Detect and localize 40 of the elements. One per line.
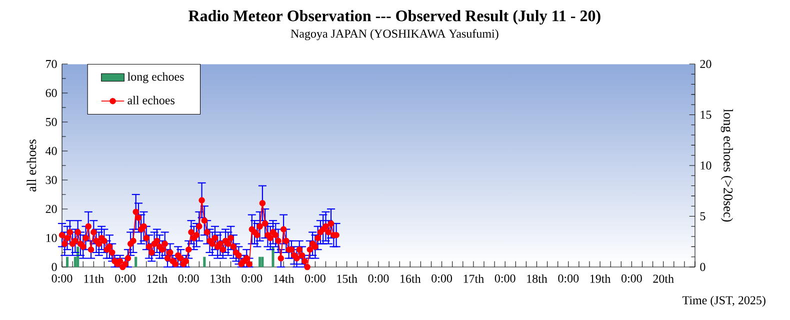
x-axis-title: Time (JST, 2025) bbox=[682, 296, 766, 307]
y2-tick-label: 15 bbox=[700, 110, 712, 119]
y-tick-label: 30 bbox=[46, 176, 57, 184]
x-tick-label: 15th bbox=[337, 274, 358, 283]
y-tick-label: 20 bbox=[46, 204, 57, 214]
x-tick-label: 14th bbox=[274, 274, 294, 283]
chart-title: Radio Meteor Observation --- Observed Result (July 11 - 20) bbox=[188, 10, 600, 25]
y-axis-title: all echoes bbox=[26, 140, 36, 192]
y2-tick-label: 0 bbox=[700, 262, 706, 272]
legend-label: all echoes bbox=[128, 96, 174, 104]
x-tick-label: 0:00 bbox=[115, 274, 136, 283]
x-tick-label: 17th bbox=[464, 274, 484, 283]
x-tick-label: 11th bbox=[84, 274, 104, 283]
y-tick-label: 60 bbox=[46, 88, 57, 98]
y2-tick-label: 20 bbox=[700, 60, 712, 68]
x-tick-label: 0:00 bbox=[368, 274, 389, 283]
x-tick-label: 16th bbox=[400, 274, 421, 283]
x-tick-label: 0:00 bbox=[304, 274, 326, 283]
chart-subtitle: Nagoya JAPAN (YOSHIKAWA Yasufumi) bbox=[290, 29, 498, 40]
legend-label: long echoes bbox=[128, 72, 184, 84]
x-tick-label: 0:00 bbox=[558, 274, 579, 283]
x-tick-label: 12th bbox=[147, 274, 168, 283]
x-tick-label: 20th bbox=[653, 274, 674, 283]
x-tick-label: 0:00 bbox=[178, 274, 199, 283]
y-tick-label: 70 bbox=[46, 60, 57, 68]
y-tick-label: 10 bbox=[46, 234, 57, 242]
y-tick-label: 50 bbox=[46, 118, 57, 126]
y2-tick-label: 10 bbox=[700, 161, 712, 170]
x-tick-label: 0:00 bbox=[52, 274, 72, 283]
x-tick-label: 13th bbox=[210, 274, 231, 283]
x-tick-label: 0:00 bbox=[621, 274, 642, 283]
x-tick-label: 19th bbox=[590, 274, 611, 283]
y-tick-label: 0 bbox=[52, 262, 57, 272]
x-tick-label: 18th bbox=[527, 274, 548, 283]
x-tick-label: 0:00 bbox=[242, 274, 262, 283]
x-tick-label: 0:00 bbox=[494, 274, 516, 283]
y2-axis-title: long echoes (>20sec) bbox=[720, 109, 733, 222]
y-tick-label: 40 bbox=[46, 146, 57, 156]
y2-tick-label: 5 bbox=[700, 212, 706, 220]
x-tick-label: 0:00 bbox=[432, 274, 452, 283]
